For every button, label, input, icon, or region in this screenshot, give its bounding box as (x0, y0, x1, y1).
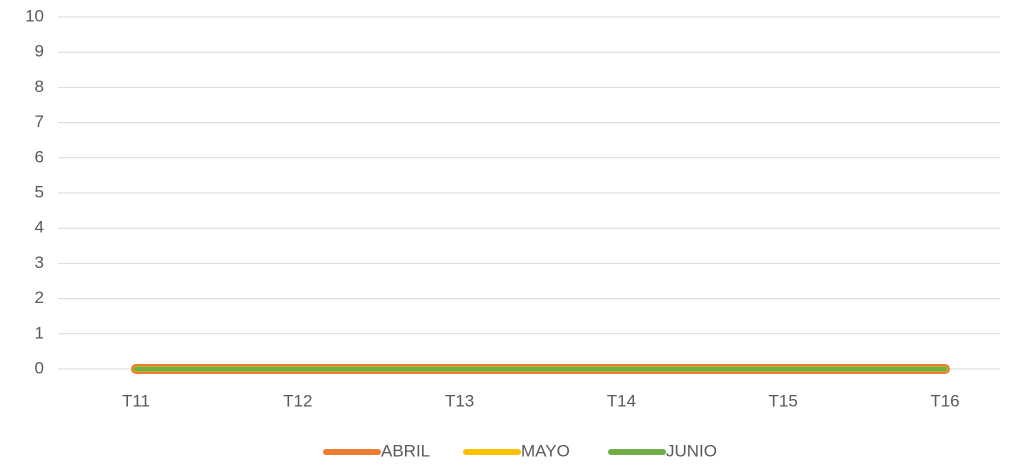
x-tick-label: T15 (769, 391, 798, 410)
x-tick-label: T13 (445, 391, 474, 410)
x-tick-label: T14 (607, 391, 636, 410)
legend-label: MAYO (521, 441, 570, 460)
x-tick-label: T12 (283, 391, 312, 410)
y-tick-label: 5 (35, 182, 44, 201)
y-tick-label: 9 (35, 42, 44, 61)
y-tick-label: 0 (35, 358, 44, 377)
y-tick-label: 10 (25, 6, 44, 25)
x-tick-label: T16 (930, 391, 959, 410)
y-tick-label: 7 (35, 112, 44, 131)
y-tick-label: 8 (35, 77, 44, 96)
y-tick-label: 3 (35, 253, 44, 272)
y-tick-label: 4 (35, 218, 44, 237)
y-tick-label: 6 (35, 147, 44, 166)
legend-label: JUNIO (666, 441, 717, 460)
x-tick-label: T11 (122, 391, 150, 410)
y-tick-label: 2 (35, 288, 44, 307)
y-tick-label: 1 (35, 323, 44, 342)
legend-label: ABRIL (381, 441, 430, 460)
